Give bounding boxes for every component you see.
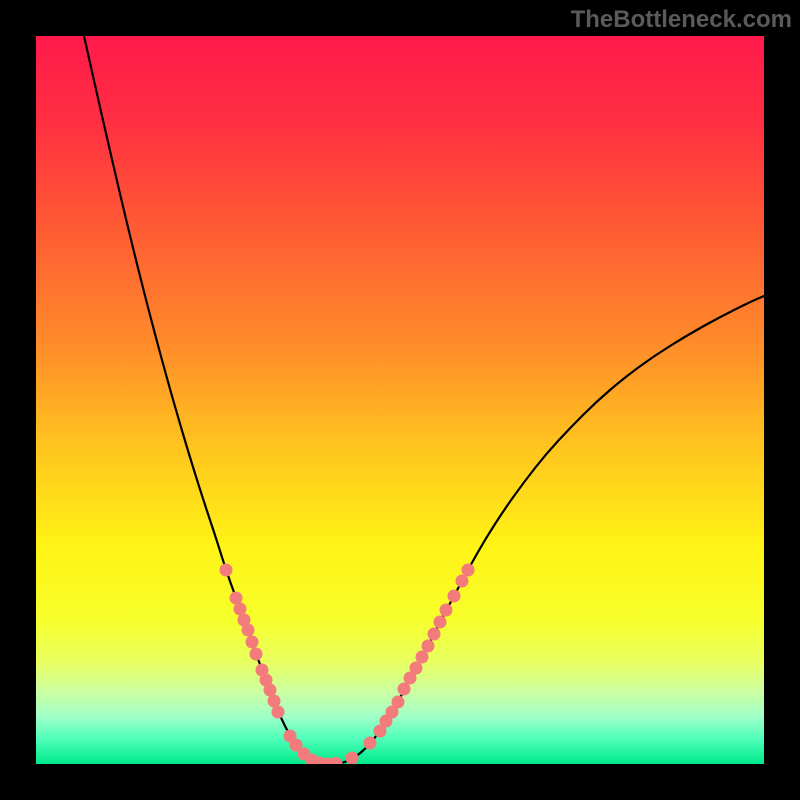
- data-marker: [364, 737, 377, 750]
- data-marker: [440, 604, 453, 617]
- data-marker: [398, 683, 411, 696]
- data-marker: [428, 628, 441, 641]
- data-marker: [462, 564, 475, 577]
- data-marker: [410, 662, 423, 675]
- data-marker: [448, 590, 461, 603]
- data-marker: [272, 706, 285, 719]
- data-marker: [392, 696, 405, 709]
- data-marker: [456, 575, 469, 588]
- data-marker: [250, 648, 263, 661]
- plot-area: [36, 36, 764, 764]
- gradient-background: [36, 36, 764, 764]
- data-marker: [416, 651, 429, 664]
- data-marker: [422, 640, 435, 653]
- data-marker: [220, 564, 233, 577]
- data-marker: [246, 636, 259, 649]
- data-marker: [242, 624, 255, 637]
- watermark-text: TheBottleneck.com: [571, 6, 792, 34]
- chart-svg: [36, 36, 764, 764]
- data-marker: [346, 752, 359, 765]
- data-marker: [434, 616, 447, 629]
- chart-frame: TheBottleneck.com: [0, 0, 800, 800]
